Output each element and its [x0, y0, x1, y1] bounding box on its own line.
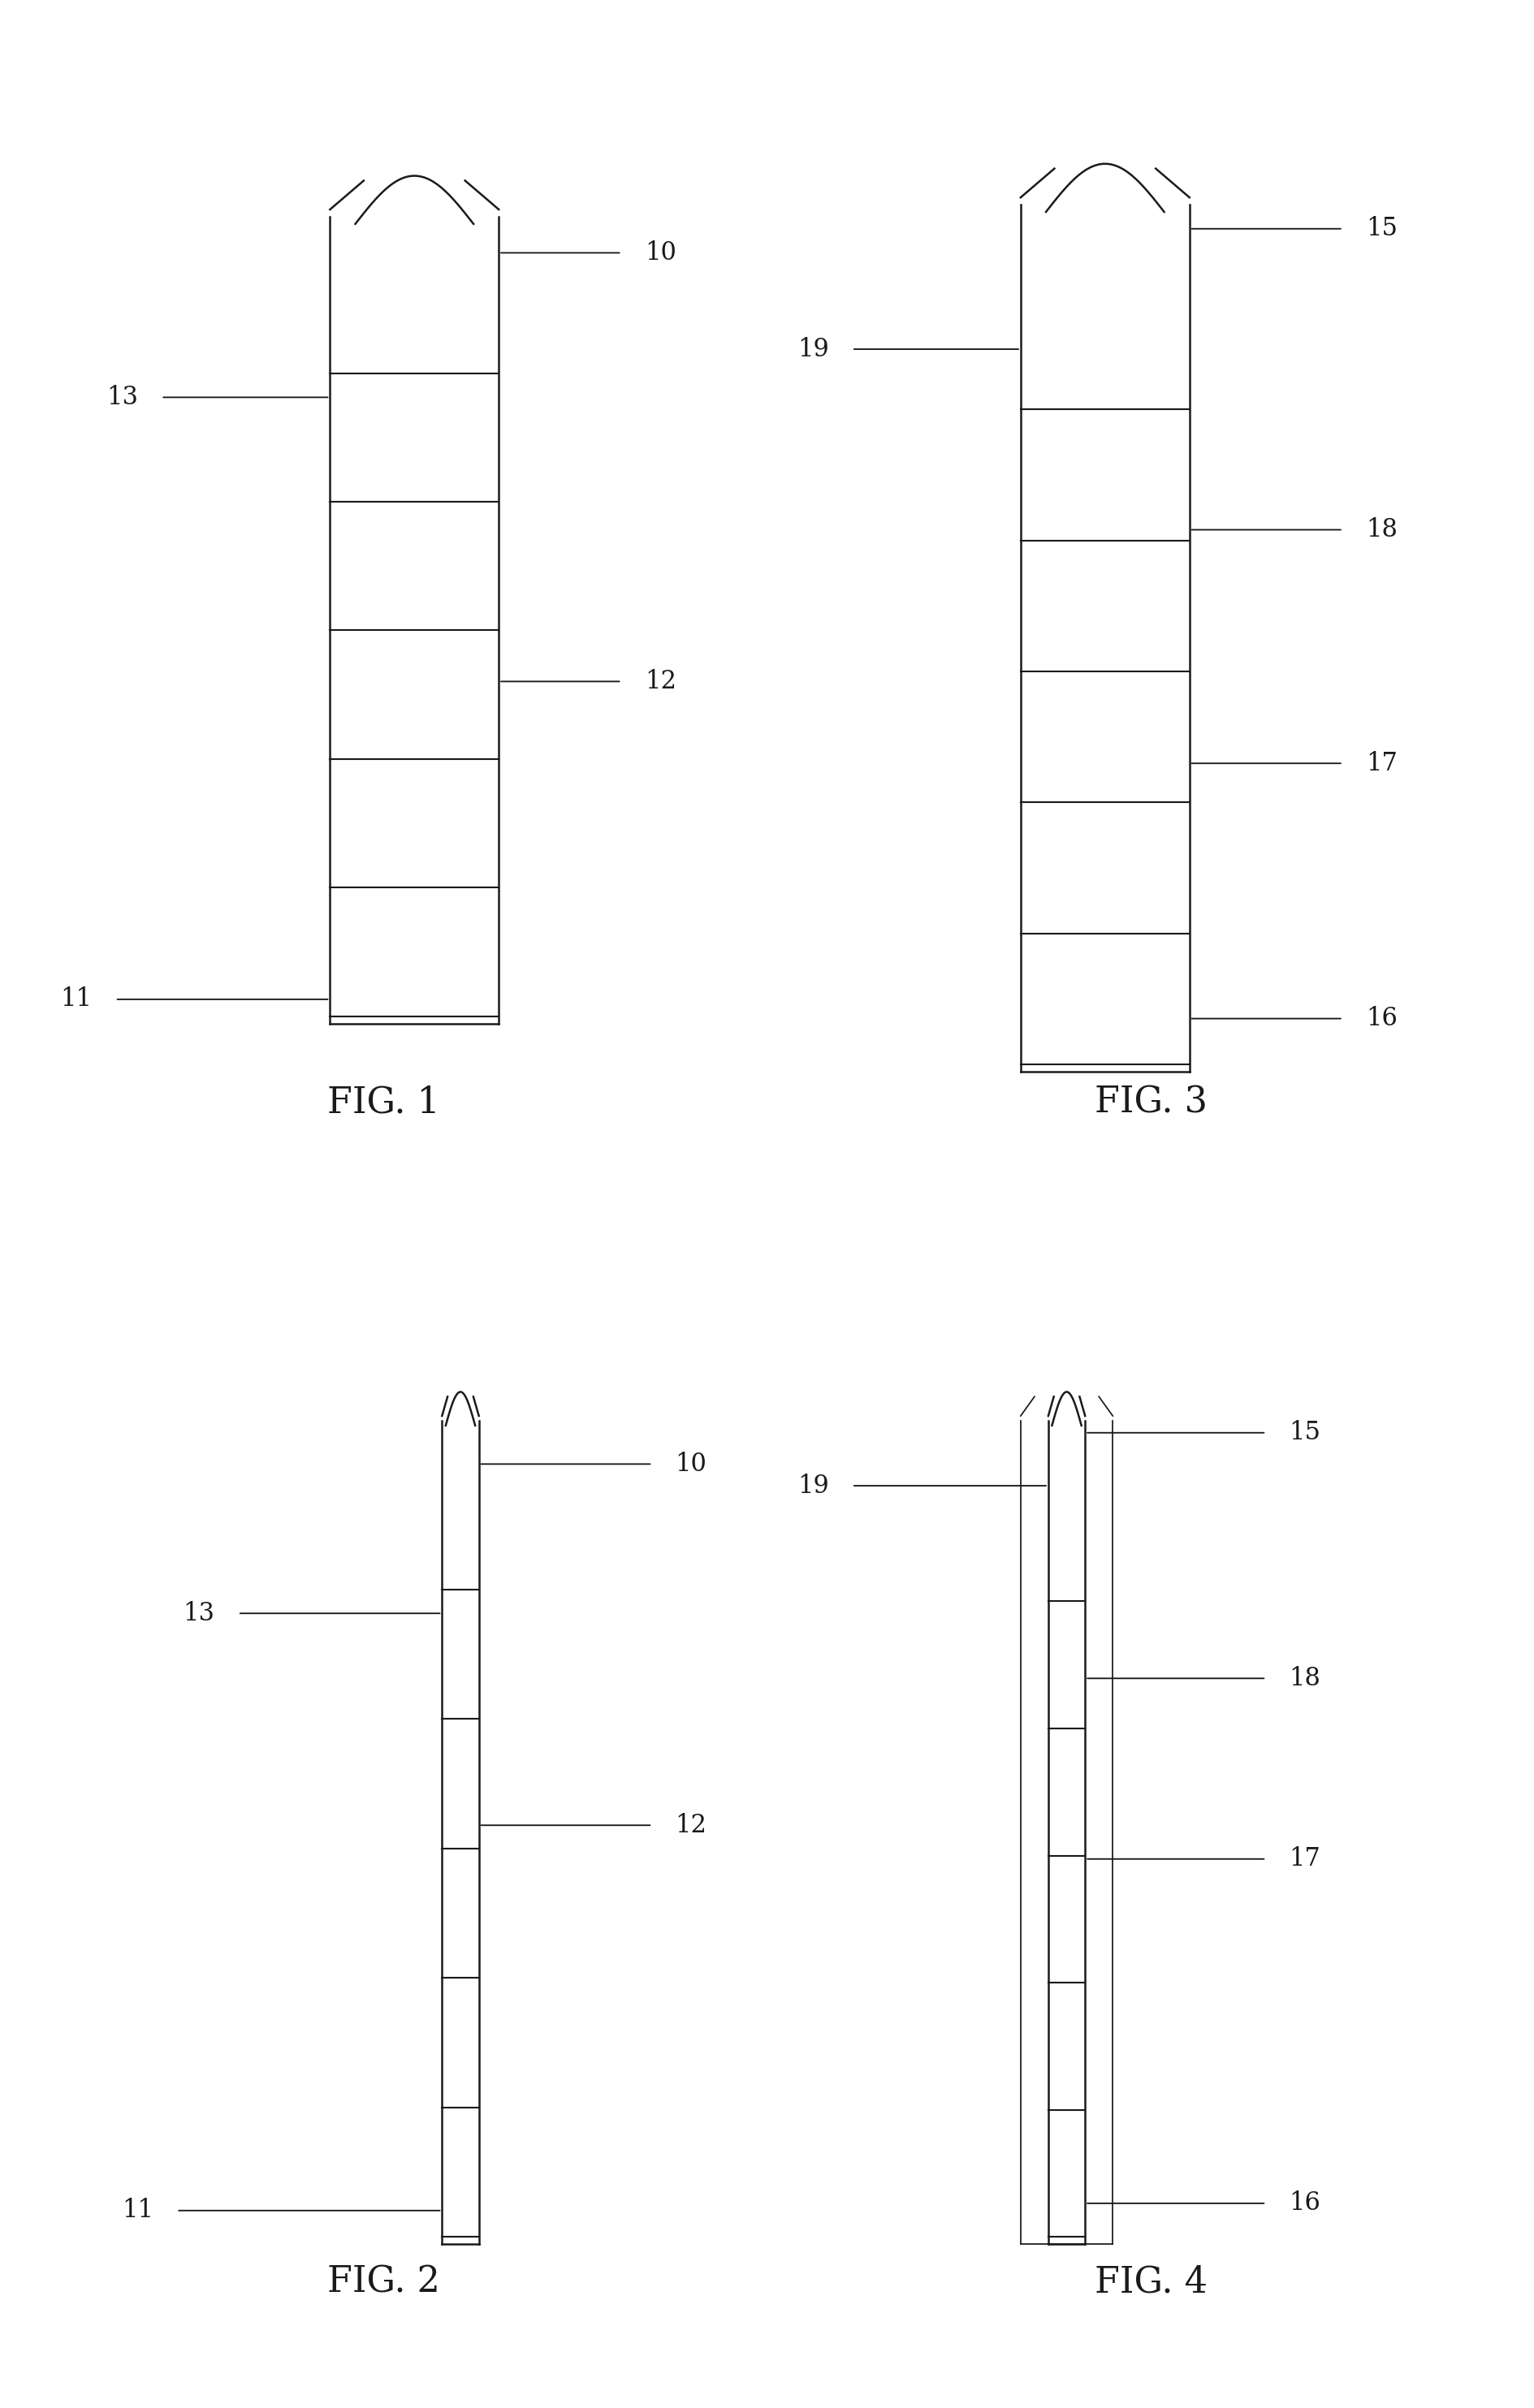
Text: 18: 18 — [1289, 1666, 1321, 1690]
Text: FIG. 1: FIG. 1 — [327, 1084, 440, 1120]
Text: 15: 15 — [1289, 1421, 1321, 1445]
Text: 16: 16 — [1365, 1007, 1397, 1031]
Text: 19: 19 — [796, 337, 828, 361]
Text: 17: 17 — [1365, 751, 1397, 775]
Text: 10: 10 — [644, 241, 676, 265]
Text: 16: 16 — [1289, 2191, 1321, 2215]
Text: FIG. 4: FIG. 4 — [1094, 2264, 1207, 2300]
Text: 10: 10 — [675, 1452, 707, 1476]
Text: 13: 13 — [106, 385, 138, 409]
Text: 19: 19 — [796, 1474, 828, 1498]
Text: 13: 13 — [183, 1601, 215, 1625]
Text: 15: 15 — [1365, 217, 1397, 241]
Text: 11: 11 — [60, 987, 92, 1011]
Text: 12: 12 — [644, 669, 676, 694]
Text: 11: 11 — [121, 2199, 153, 2223]
Text: 18: 18 — [1365, 518, 1397, 542]
Text: 17: 17 — [1289, 1847, 1321, 1871]
Text: FIG. 2: FIG. 2 — [327, 2264, 440, 2300]
Text: 12: 12 — [675, 1813, 707, 1837]
Text: FIG. 3: FIG. 3 — [1094, 1084, 1207, 1120]
